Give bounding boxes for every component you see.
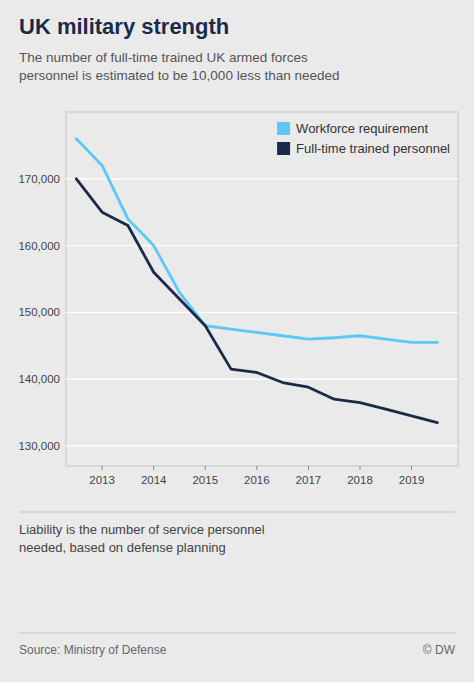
series-line: [76, 179, 437, 423]
tick-mark: [205, 466, 206, 470]
x-tick-label: 2013: [89, 474, 115, 486]
y-tick-label: 170,000: [18, 173, 60, 185]
y-tick-label: 130,000: [18, 440, 60, 452]
tick-mark: [308, 466, 309, 470]
tick-mark: [153, 466, 154, 470]
x-tick-label: 2018: [347, 474, 373, 486]
x-tick-label: 2019: [399, 474, 425, 486]
chart: UK military strength The number of full-t…: [0, 0, 474, 682]
legend-swatch: [277, 122, 290, 135]
separator: [19, 633, 455, 634]
x-tick-label: 2016: [244, 474, 270, 486]
series-line: [76, 139, 437, 343]
plot-frame: [66, 112, 458, 466]
legend: Workforce requirement Full-time trained p…: [277, 121, 450, 156]
grid-line: [66, 379, 458, 380]
plot-lines: [76, 139, 437, 423]
y-tick-label: 140,000: [18, 373, 60, 385]
subtitle: The number of full-time trained UK armed…: [19, 50, 339, 83]
legend-label: Workforce requirement: [296, 121, 428, 136]
legend-label: Full-time trained personnel: [296, 141, 450, 156]
footnote: Liability is the number of service perso…: [19, 522, 265, 555]
separator: [19, 512, 455, 513]
grid-line: [66, 178, 458, 179]
grid-line: [66, 245, 458, 246]
tick-mark: [256, 466, 257, 470]
title: UK military strength: [19, 14, 229, 39]
copyright: © DW: [423, 643, 456, 657]
y-tick-label: 150,000: [18, 306, 60, 318]
source: Source: Ministry of Defense: [19, 643, 167, 657]
x-tick-label: 2017: [296, 474, 322, 486]
y-tick-label: 160,000: [18, 240, 60, 252]
x-tick-label: 2015: [192, 474, 218, 486]
x-tick-label: 2014: [141, 474, 167, 486]
tick-mark: [360, 466, 361, 470]
legend-swatch: [277, 142, 290, 155]
tick-mark: [411, 466, 412, 470]
grid-line: [66, 312, 458, 313]
tick-mark: [102, 466, 103, 470]
grid-line: [66, 445, 458, 446]
